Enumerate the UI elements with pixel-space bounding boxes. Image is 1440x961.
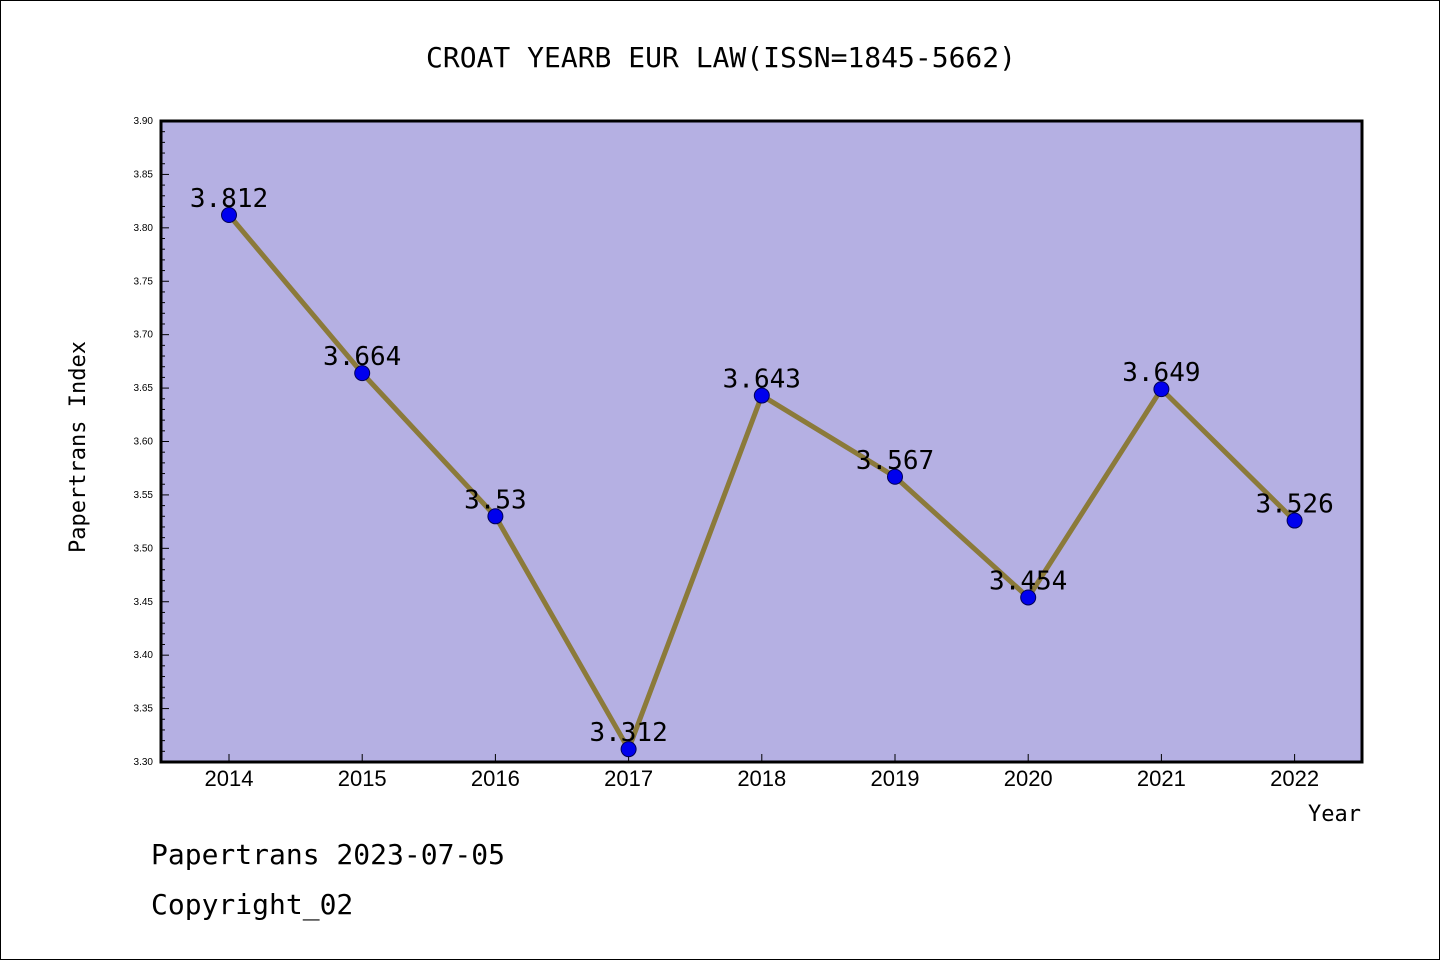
data-label: 3.454 — [989, 566, 1067, 596]
y-tick-label: 3.40 — [134, 650, 154, 661]
x-tick-label: 2020 — [1004, 766, 1053, 791]
x-tick-label: 2022 — [1270, 766, 1319, 791]
y-tick-label: 3.85 — [134, 169, 154, 180]
series-markers — [221, 207, 1303, 758]
y-tick-label: 3.45 — [134, 597, 154, 608]
y-tick-label: 3.75 — [134, 276, 154, 287]
y-axis-label: Papertrans Index — [66, 341, 91, 553]
data-label: 3.526 — [1255, 490, 1333, 520]
y-tick-label: 3.60 — [134, 437, 154, 448]
data-point — [221, 207, 237, 224]
x-axis: 2014 2015 2016 2017 2018 2019 2020 2021 2022 — [205, 754, 1319, 791]
x-tick-label: 2018 — [737, 766, 786, 791]
x-tick-label: 2021 — [1137, 766, 1186, 791]
data-point — [1153, 381, 1170, 398]
y-tick-label: 3.70 — [134, 330, 154, 341]
y-tick-label: 3.35 — [134, 704, 154, 715]
data-label: 3.649 — [1122, 358, 1200, 388]
y-tick-label: 3.50 — [134, 543, 154, 554]
y-tick-label: 3.90 — [134, 116, 154, 127]
data-point — [1020, 589, 1037, 606]
x-tick-label: 2015 — [338, 766, 387, 791]
data-label: 3.312 — [589, 718, 667, 748]
x-tick-label: 2017 — [604, 766, 653, 791]
data-label: 3.664 — [323, 342, 401, 372]
data-labels: 3.812 3.664 3.53 3.312 3.643 3.567 3.454 3.649 3… — [190, 184, 1334, 748]
y-tick-label: 3.30 — [134, 757, 154, 768]
footer-copyright: Copyright_02 — [151, 888, 353, 922]
data-point — [487, 508, 504, 525]
data-point — [753, 387, 770, 404]
data-label: 3.53 — [464, 485, 527, 515]
data-point — [354, 365, 371, 382]
y-tick-label: 3.65 — [134, 383, 154, 394]
chart-title: CROAT YEARB EUR LAW(ISSN=1845-5662) — [426, 41, 1016, 74]
data-label: 3.812 — [190, 184, 268, 214]
data-label: 3.643 — [723, 365, 801, 395]
data-label: 3.567 — [856, 446, 934, 476]
footer-date: Papertrans 2023-07-05 — [151, 838, 505, 871]
data-point — [1286, 512, 1303, 529]
y-axis: 3.30 3.35 3.40 3.45 3.50 3.55 3.60 3.65 3.70 3.75… — [134, 116, 169, 768]
y-tick-label: 3.55 — [134, 490, 154, 501]
x-tick-label: 2016 — [471, 766, 520, 791]
x-axis-label: Year — [1308, 802, 1361, 827]
data-point — [620, 741, 637, 758]
y-tick-label: 3.80 — [134, 223, 154, 234]
x-tick-label: 2014 — [205, 766, 254, 791]
plot-area — [159, 119, 1364, 764]
data-point — [887, 468, 903, 485]
x-tick-label: 2019 — [871, 766, 920, 791]
